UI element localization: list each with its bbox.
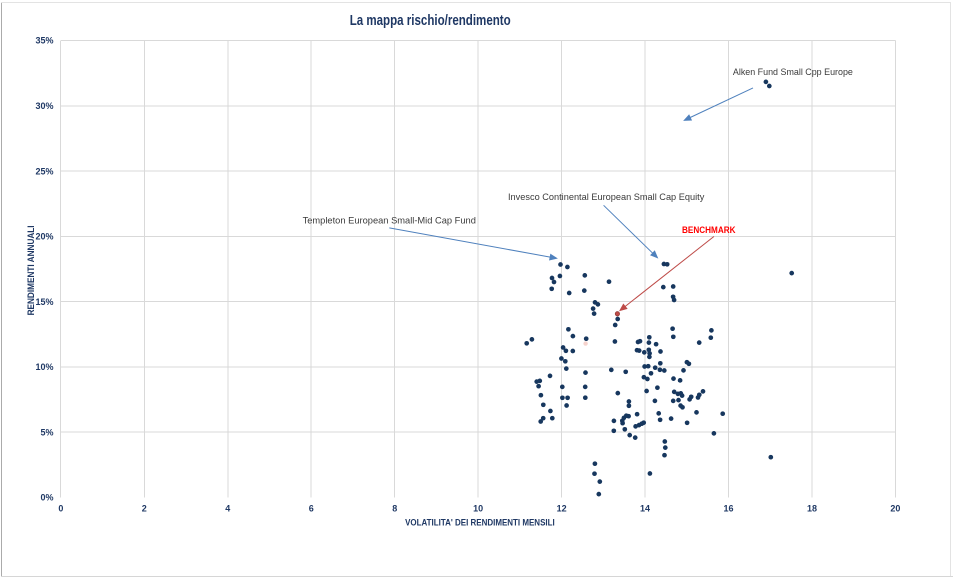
svg-text:0%: 0%	[40, 493, 53, 503]
svg-text:La mappa rischio/rendimento: La mappa rischio/rendimento	[350, 12, 511, 29]
svg-text:10%: 10%	[35, 362, 53, 372]
svg-text:35%: 35%	[35, 36, 53, 46]
svg-text:18: 18	[807, 504, 817, 514]
svg-text:30%: 30%	[35, 101, 53, 111]
svg-text:10: 10	[473, 504, 483, 514]
svg-text:0: 0	[58, 504, 63, 514]
svg-text:16: 16	[723, 504, 733, 514]
svg-text:20%: 20%	[35, 232, 53, 242]
svg-text:Invesco Continental European S: Invesco Continental European Small Cap E…	[508, 192, 705, 203]
svg-text:RENDIMENTI ANNUALI: RENDIMENTI ANNUALI	[26, 225, 37, 315]
svg-text:25%: 25%	[35, 166, 53, 176]
svg-text:15%: 15%	[35, 297, 53, 307]
svg-text:6: 6	[309, 504, 314, 514]
svg-text:20: 20	[890, 504, 900, 514]
svg-text:Templeton European Small-Mid C: Templeton European Small-Mid Cap Fund	[303, 215, 476, 226]
svg-text:BENCHMARK: BENCHMARK	[682, 225, 736, 236]
svg-text:Alken Fund Small Cpp Europe: Alken Fund Small Cpp Europe	[733, 67, 853, 78]
svg-text:8: 8	[392, 504, 397, 514]
svg-text:2: 2	[142, 504, 147, 514]
svg-text:14: 14	[640, 504, 650, 514]
svg-text:4: 4	[225, 504, 230, 514]
svg-text:VOLATILITA' DEI RENDIMENTI MEN: VOLATILITA' DEI RENDIMENTI MENSILI	[405, 517, 555, 528]
svg-text:5%: 5%	[40, 427, 53, 437]
svg-text:12: 12	[557, 504, 567, 514]
